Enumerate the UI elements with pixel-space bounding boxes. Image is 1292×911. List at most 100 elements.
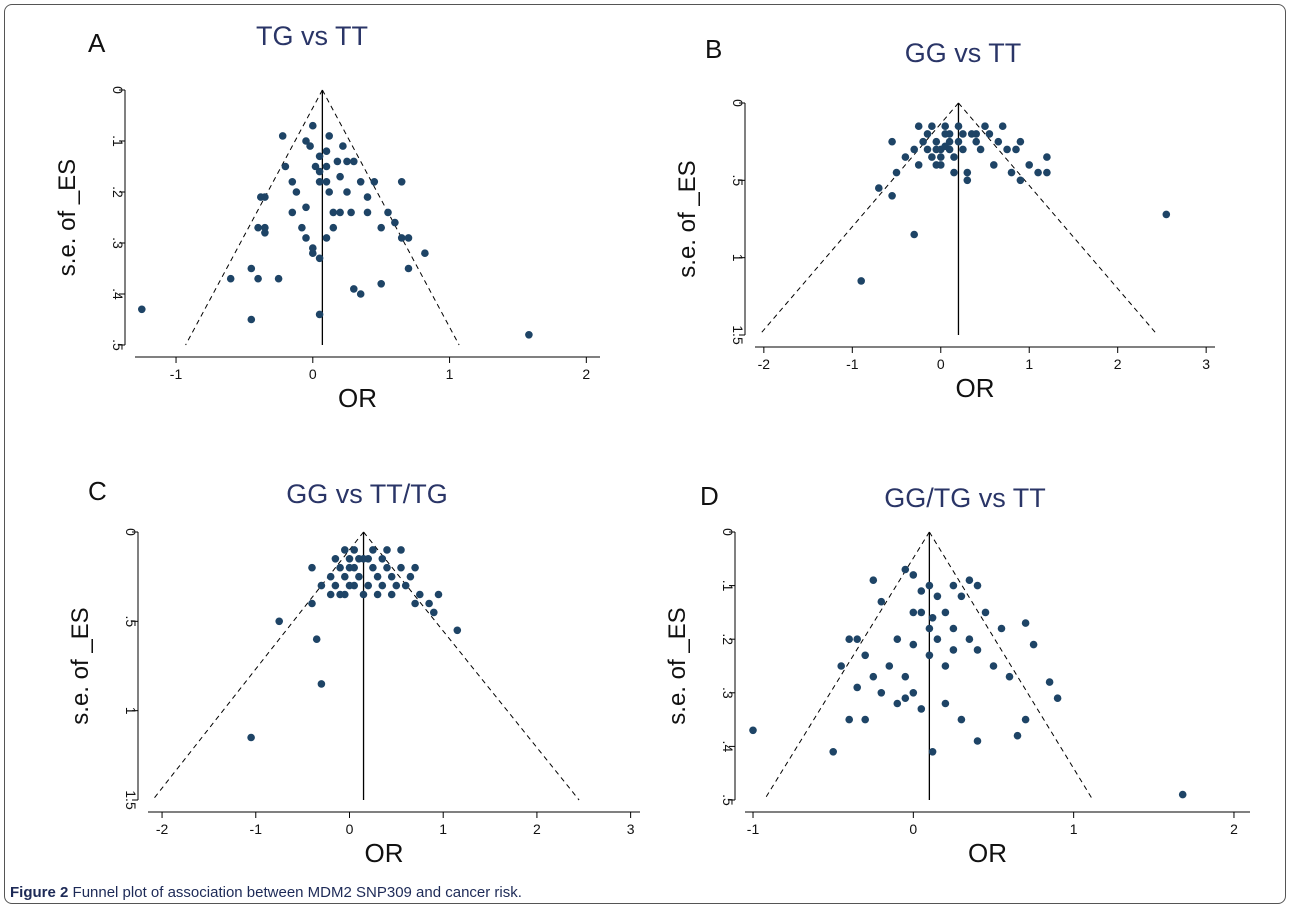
study-point xyxy=(1016,176,1025,185)
study-point xyxy=(343,157,351,166)
study-point xyxy=(919,137,927,146)
study-point xyxy=(333,157,342,166)
study-point xyxy=(302,234,310,242)
study-point xyxy=(329,208,338,217)
study-point xyxy=(994,137,1003,146)
study-point xyxy=(963,176,972,185)
study-point xyxy=(857,277,865,285)
study-point xyxy=(383,563,391,572)
study-point xyxy=(359,590,368,599)
study-point xyxy=(350,157,358,166)
study-point xyxy=(311,162,320,171)
study-point xyxy=(998,122,1007,130)
study-point xyxy=(377,223,386,232)
x-tick-label: 1 xyxy=(1070,821,1078,837)
study-point xyxy=(1178,790,1187,799)
study-point xyxy=(914,122,923,130)
y-tick-label: 0 xyxy=(123,528,139,536)
panel-c: C GG vs TT/TG -2 -1 0 1 2 3 0 .5 1 1.5 OR s.e. of _ES xyxy=(67,476,640,868)
y-tick-label: .1 xyxy=(110,135,126,147)
study-point xyxy=(892,168,901,177)
study-point xyxy=(384,208,392,217)
study-point xyxy=(373,572,382,581)
study-point xyxy=(875,184,883,192)
study-point xyxy=(281,162,290,171)
study-point xyxy=(1021,715,1030,724)
study-point xyxy=(315,310,324,319)
study-point xyxy=(343,188,351,196)
x-axis-label: OR xyxy=(968,838,1007,868)
study-point xyxy=(925,581,934,590)
study-point xyxy=(909,608,918,617)
x-tick-label: -2 xyxy=(156,821,169,837)
study-point xyxy=(356,178,365,186)
study-point xyxy=(845,715,853,724)
study-point xyxy=(1045,678,1054,686)
x-tick-label: 1 xyxy=(439,821,447,837)
y-tick-label: 1 xyxy=(730,254,746,262)
study-point xyxy=(369,563,377,572)
study-point xyxy=(397,546,405,554)
study-point xyxy=(247,733,255,742)
x-tick-label: 2 xyxy=(533,821,541,837)
study-point xyxy=(888,192,896,200)
study-point xyxy=(315,178,324,186)
y-tick-label: 1.5 xyxy=(730,325,746,345)
y-tick-label: .5 xyxy=(730,174,746,186)
study-point xyxy=(829,748,837,756)
study-point xyxy=(325,132,334,140)
panel-letter: C xyxy=(88,476,107,506)
funnel-right-line xyxy=(958,102,1158,336)
study-point xyxy=(383,546,391,554)
study-point xyxy=(1043,153,1051,161)
study-point xyxy=(954,122,963,130)
panel-title: GG vs TT/TG xyxy=(286,479,448,509)
study-point xyxy=(901,153,910,161)
funnel-left-line xyxy=(185,89,323,346)
study-point xyxy=(917,608,926,617)
study-point xyxy=(981,608,990,617)
study-point xyxy=(1016,137,1025,146)
study-point xyxy=(406,572,415,581)
study-point xyxy=(138,305,146,314)
study-point xyxy=(350,546,359,554)
study-point xyxy=(326,590,335,599)
study-point xyxy=(923,130,932,138)
study-point xyxy=(997,624,1006,633)
panel-a: A TG vs TT -1 0 1 2 0 .1 .2 .3 .4 .5 OR s.e. of _ES xyxy=(54,21,600,413)
study-point xyxy=(965,576,974,584)
study-point xyxy=(917,587,926,595)
x-tick-label: -1 xyxy=(250,821,263,837)
study-point xyxy=(1029,640,1038,649)
study-point xyxy=(923,145,932,154)
study-point xyxy=(909,571,918,579)
study-point xyxy=(261,193,269,201)
y-tick-label: .2 xyxy=(110,186,126,198)
study-point xyxy=(910,230,918,239)
study-point xyxy=(1025,161,1033,169)
study-point xyxy=(1013,731,1022,740)
study-point xyxy=(1012,145,1020,154)
figure-caption: Figure 2 Funnel plot of association betw… xyxy=(10,884,522,901)
study-point xyxy=(1021,619,1030,627)
study-point xyxy=(369,546,377,554)
study-point xyxy=(973,737,982,745)
study-point xyxy=(247,264,256,273)
study-point xyxy=(888,137,896,146)
study-point xyxy=(275,617,284,626)
y-tick-label: .3 xyxy=(110,237,126,249)
study-point xyxy=(302,137,310,145)
study-point xyxy=(350,563,359,572)
study-point xyxy=(329,223,338,232)
study-point xyxy=(963,168,972,177)
y-tick-label: .1 xyxy=(720,580,736,592)
x-tick-label: 1 xyxy=(446,366,454,382)
study-point xyxy=(397,563,405,572)
study-point xyxy=(370,178,379,186)
study-point xyxy=(416,590,424,599)
study-point xyxy=(945,137,954,146)
study-point xyxy=(397,178,406,186)
study-point xyxy=(292,188,301,196)
study-point xyxy=(401,581,410,590)
study-point xyxy=(302,203,310,212)
